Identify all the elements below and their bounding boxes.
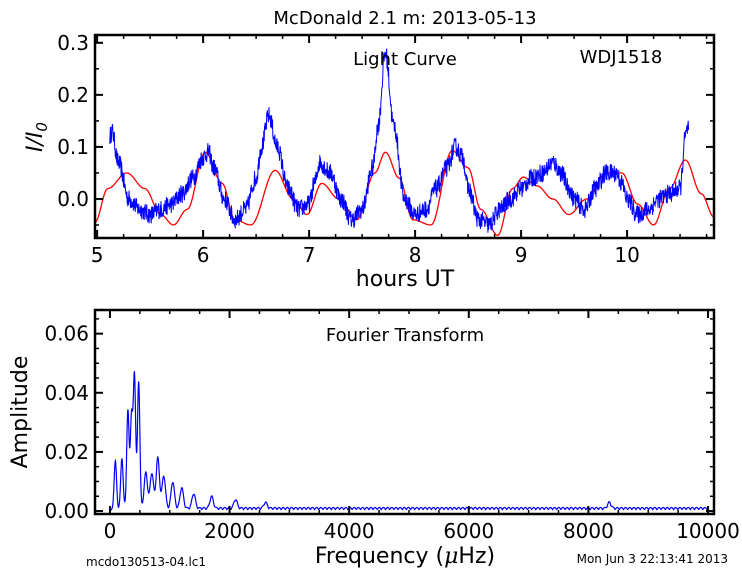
light-curve-data-line — [109, 48, 690, 233]
fourier-xtick-label: 4000 — [324, 519, 375, 543]
fourier-xtick-label: 2000 — [204, 519, 255, 543]
fourier-xtick-label: 10000 — [676, 519, 740, 543]
footer-timestamp: Mon Jun 3 22:13:41 2013 — [577, 552, 728, 566]
fourier-xtick-label: 6000 — [443, 519, 494, 543]
light-curve-frame — [93, 33, 716, 240]
model-curve-line — [94, 149, 715, 237]
target-name-annotation: WDJ1518 — [580, 47, 663, 68]
fourier-ytick-label: 0.06 — [44, 322, 89, 346]
fourier-ytick-label: 0.02 — [44, 440, 89, 464]
fourier-panel: 0 2000 4000 6000 8000 10000 0.00 0.02 0.04 0.06 F… — [8, 308, 740, 569]
light-curve-xtick-label: 6 — [197, 243, 210, 267]
fourier-ytick-label: 0.00 — [44, 499, 89, 523]
fourier-spectrum-line — [109, 371, 709, 512]
fourier-xtick-label: 8000 — [563, 519, 614, 543]
fourier-ytick-label: 0.04 — [44, 381, 89, 405]
model-curve — [94, 149, 715, 237]
light-curve-panel: 5 6 7 8 9 100.00.10.20.3 Light Curve WDJ1518 … — [23, 31, 716, 292]
light-curve-xtick-label: 7 — [303, 243, 316, 267]
light-curve-xtick-label: 10 — [614, 243, 639, 267]
fourier-ylabel: Amplitude — [8, 356, 33, 469]
light-curve-ytick-label: 0.0 — [57, 187, 89, 211]
figure-title: McDonald 2.1 m: 2013-05-13 — [273, 8, 536, 29]
fourier-xtick-label: 0 — [104, 519, 117, 543]
light-curve-annotation: Light Curve — [353, 49, 457, 70]
footer-filename: mcdo130513-04.lc1 — [86, 555, 206, 569]
fourier-frame — [93, 308, 716, 516]
svg-text:I/I0: I/I0 — [23, 122, 51, 152]
light-curve-ylabel: I/I0 — [23, 122, 51, 152]
light-curve-ytick-label: 0.3 — [57, 31, 89, 55]
light-curve-xtick-label: 9 — [515, 243, 528, 267]
fourier-annotation: Fourier Transform — [326, 325, 484, 346]
fourier-xlabel: Frequency (μHz) — [315, 544, 495, 569]
light-curve-ytick-label: 0.2 — [57, 83, 89, 107]
light-curve-xlabel: hours UT — [356, 267, 455, 292]
light-curve-xtick-label: 5 — [91, 243, 104, 267]
light-curve-xtick-label: 8 — [409, 243, 422, 267]
fourier-spectrum — [109, 371, 709, 512]
light-curve-data — [109, 48, 690, 233]
light-curve-ytick-label: 0.1 — [57, 135, 89, 159]
